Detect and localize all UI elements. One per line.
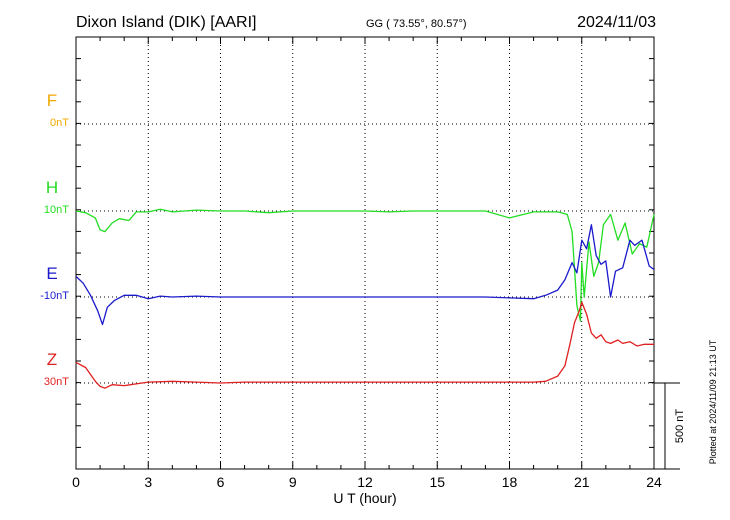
plotted-note: Plotted at 2024/11/09 21:13 UT [708, 339, 718, 464]
x-tick-label: 9 [289, 474, 297, 490]
scale-bar-label: 500 nT [674, 409, 686, 444]
station-coords: GG ( 73.55°, 80.57°) [366, 18, 467, 30]
series-baseline-f: 0nT [50, 117, 69, 129]
series-baseline-e: -10nT [40, 290, 69, 302]
x-tick-label: 3 [144, 474, 152, 490]
x-tick-label: 24 [646, 474, 662, 490]
series-lines [75, 208, 655, 389]
series-labels: F 0nT H 10nT E -10nT Z 30nT [40, 91, 69, 388]
x-tick-label: 0 [72, 474, 80, 490]
series-line-z [75, 301, 654, 389]
x-axis-label: U T (hour) [333, 490, 396, 506]
x-tick-label: 21 [574, 474, 590, 490]
series-baseline-h: 10nT [44, 204, 69, 216]
series-name-f: F [47, 91, 57, 110]
station-title: Dixon Island (DIK) [AARI] [76, 14, 257, 31]
series-name-z: Z [47, 350, 57, 369]
x-tick-labels: 0 3 6 9 12 15 18 21 24 [72, 474, 662, 490]
grid [76, 37, 654, 469]
series-name-e: E [46, 264, 57, 283]
chart-date: 2024/11/03 [577, 14, 656, 31]
x-tick-label: 6 [217, 474, 225, 490]
scale-bar: 500 nT [654, 382, 686, 470]
axis-ticks [75, 37, 655, 469]
x-tick-label: 18 [502, 474, 518, 490]
series-name-h: H [46, 178, 58, 197]
x-tick-label: 12 [357, 474, 373, 490]
series-line-h [75, 208, 655, 322]
series-baseline-z: 30nT [44, 376, 69, 388]
x-tick-label: 15 [429, 474, 445, 490]
series-line-e [75, 224, 655, 326]
